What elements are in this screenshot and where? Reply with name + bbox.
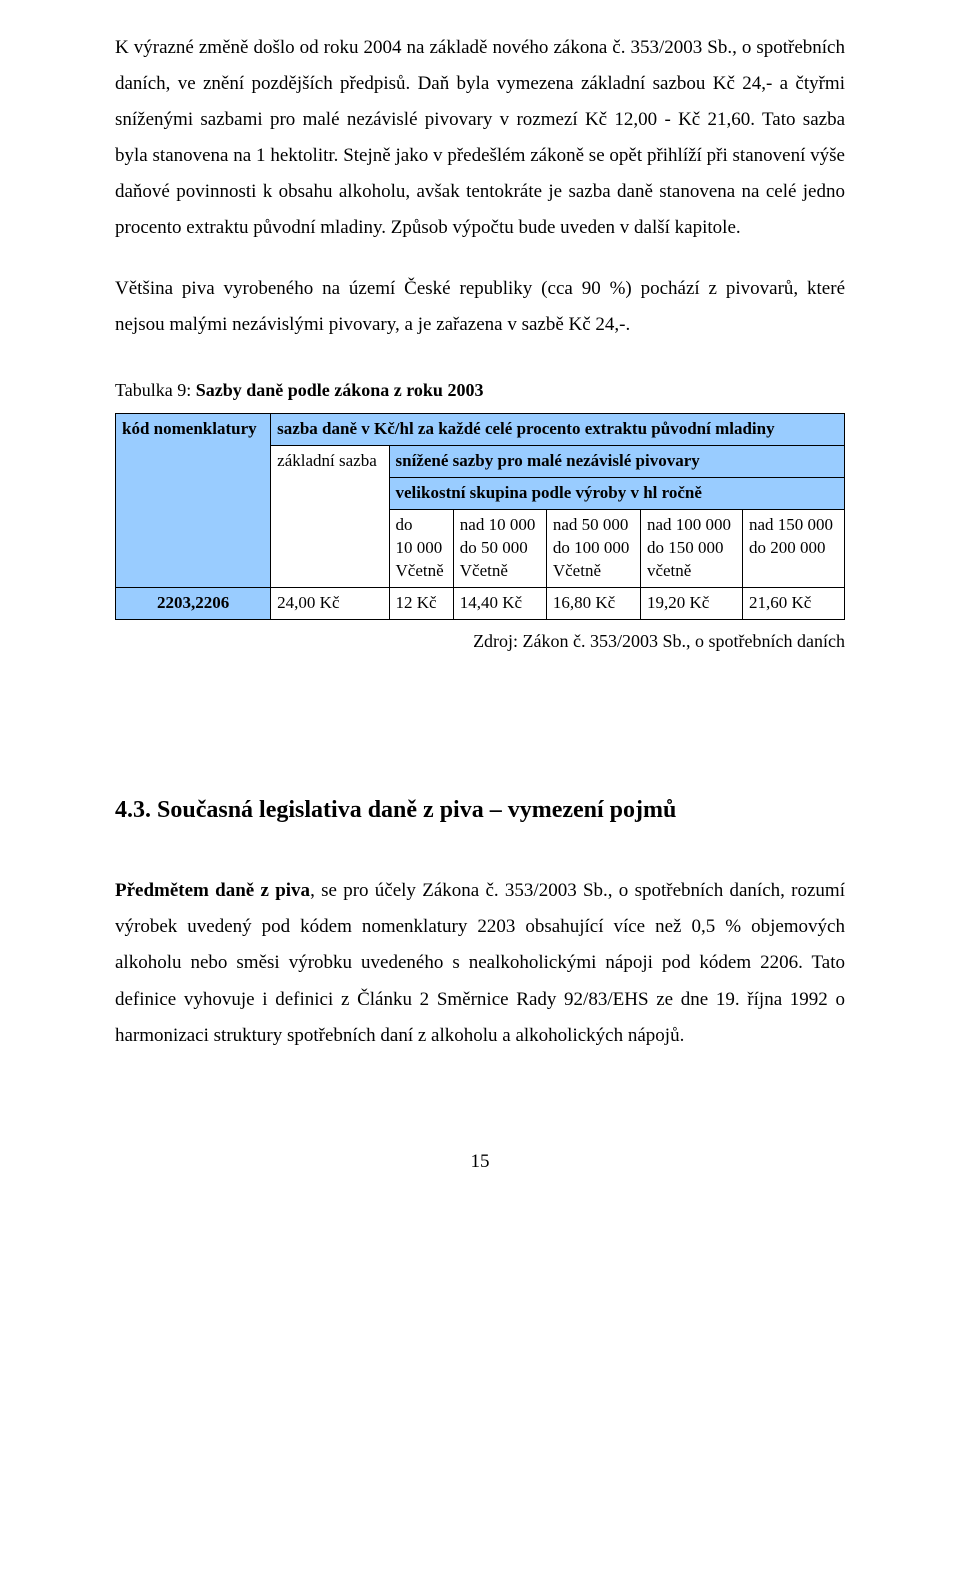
group-line: do 150 000 [647,537,736,560]
table-caption: Tabulka 9: Sazby daně podle zákona z rok… [115,373,845,407]
group-line: nad 50 000 [553,514,634,537]
group-line: 10 000 [396,537,447,560]
table-caption-prefix: Tabulka 9: [115,380,196,400]
group-line: Včetně [396,560,447,583]
paragraph-2: Většina piva vyrobeného na území České r… [115,271,845,343]
group-line: nad 150 000 [749,514,838,537]
group-line: nad 10 000 [460,514,540,537]
table-row: 2203,2206 24,00 Kč 12 Kč 14,40 Kč 16,80 … [116,587,845,619]
col-header-code: kód nomenklatury [116,413,271,587]
group-cell: nad 150 000 do 200 000 [742,509,844,587]
page-number: 15 [115,1144,845,1180]
col-header-size-group: velikostní skupina podle výroby v hl roč… [389,477,844,509]
table-caption-title: Sazby daně podle zákona z roku 2003 [196,380,484,400]
table-source: Zdroj: Zákon č. 353/2003 Sb., o spotřebn… [115,624,845,658]
group-line: do 50 000 [460,537,540,560]
col-header-reduced: snížené sazby pro malé nezávislé pivovar… [389,445,844,477]
paragraph-3-lead: Předmětem daně z piva [115,880,310,901]
rates-table: kód nomenklatury sazba daně v Kč/hl za k… [115,413,845,620]
group-line: do [396,514,447,537]
cell-rate: 16,80 Kč [546,587,640,619]
group-cell: nad 50 000 do 100 000 Včetně [546,509,640,587]
cell-rate: 21,60 Kč [742,587,844,619]
group-line: Včetně [553,560,634,583]
paragraph-3-body: , se pro účely Zákona č. 353/2003 Sb., o… [115,880,845,1045]
paragraph-3: Předmětem daně z piva, se pro účely Záko… [115,873,845,1053]
cell-rate: 14,40 Kč [453,587,546,619]
group-line: včetně [647,560,736,583]
cell-basic-rate: 24,00 Kč [271,587,389,619]
col-header-rate: sazba daně v Kč/hl za každé celé procent… [271,413,845,445]
cell-rate: 12 Kč [389,587,453,619]
group-line: Včetně [460,560,540,583]
group-line: do 100 000 [553,537,634,560]
cell-code: 2203,2206 [116,587,271,619]
group-line: nad 100 000 [647,514,736,537]
section-heading: 4.3. Současná legislativa daně z piva – … [115,788,845,834]
group-line: do 200 000 [749,537,838,560]
group-cell: nad 10 000 do 50 000 Včetně [453,509,546,587]
group-cell: do 10 000 Včetně [389,509,453,587]
table-row: kód nomenklatury sazba daně v Kč/hl za k… [116,413,845,445]
paragraph-1: K výrazné změně došlo od roku 2004 na zá… [115,30,845,247]
col-header-basic-rate: základní sazba [271,445,389,587]
cell-rate: 19,20 Kč [640,587,742,619]
group-cell: nad 100 000 do 150 000 včetně [640,509,742,587]
